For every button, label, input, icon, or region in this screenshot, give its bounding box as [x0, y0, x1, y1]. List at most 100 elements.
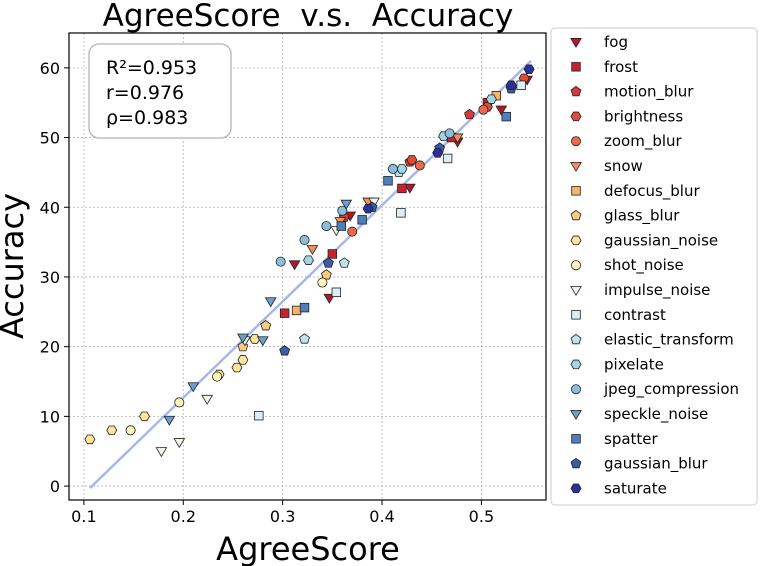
point-pixelate: [396, 164, 408, 174]
point-elastic-transform: [299, 333, 310, 344]
x-tick-label: 0.4: [369, 507, 394, 526]
point-jpeg-compression: [275, 256, 286, 267]
axis-ticks: 0.1 0.2 0.3 0.4 0.5 0 10 20 30 40 50 60: [40, 59, 494, 526]
legend-item-zoom-blur: zoom_blur: [571, 132, 683, 151]
legend-label-zoom-blur: zoom_blur: [604, 132, 683, 151]
point-snow: [451, 133, 464, 144]
point-shot-noise: [174, 397, 185, 408]
legend: fog frost motion_blur brightness zoom_blursn…: [550, 27, 758, 506]
point-jpeg-compression: [444, 128, 455, 139]
point-saturate: [432, 148, 444, 158]
point-defocus-blur: [291, 305, 302, 316]
x-tick-label: 0.5: [469, 507, 494, 526]
y-tick-label: 10: [40, 407, 60, 426]
legend-marker-spatter: [571, 434, 581, 444]
point-contrast: [254, 410, 264, 421]
legend-label-contrast: contrast: [604, 306, 666, 324]
point-shot-noise: [125, 425, 136, 436]
legend-item-gaussian-blur: gaussian_blur: [570, 455, 708, 474]
point-fog: [495, 105, 508, 116]
legend-item-shot-noise: shot_noise: [571, 256, 684, 275]
legend-marker-defocus-blur: [571, 186, 581, 196]
point-gaussian-noise: [106, 425, 118, 436]
legend-label-brightness: brightness: [604, 107, 683, 125]
point-gaussian-noise: [237, 355, 249, 365]
y-tick-label: 0: [50, 477, 60, 496]
legend-label-fog: fog: [604, 33, 628, 51]
legend-label-speckle-noise: speckle_noise: [604, 405, 708, 424]
y-tick-label: 50: [40, 129, 60, 148]
point-zoom-blur: [414, 160, 425, 171]
point-jpeg-compression: [387, 163, 398, 174]
legend-marker-frost: [571, 62, 581, 72]
legend-label-elastic-transform: elastic_transform: [604, 331, 734, 350]
point-zoom-blur: [478, 104, 489, 115]
legend-marker-zoom-blur: [571, 136, 582, 147]
fit-line: [88, 59, 532, 490]
point-saturate: [523, 64, 535, 74]
legend-item-gaussian-noise: gaussian_noise: [570, 231, 718, 250]
legend-item-pixelate: pixelate: [570, 355, 664, 373]
point-frost: [327, 249, 338, 259]
point-gaussian-blur: [322, 257, 334, 268]
point-spatter: [501, 111, 511, 122]
legend-marker-contrast: [571, 310, 581, 320]
legend-label-glass-blur: glass_blur: [604, 207, 680, 226]
y-tick-label: 60: [40, 59, 60, 78]
point-saturate: [505, 80, 517, 91]
point-impulse-noise: [201, 394, 214, 405]
point-impulse-noise: [155, 447, 168, 458]
point-pixelate: [485, 94, 497, 104]
stats-spearman-rho: ρ=0.983: [106, 107, 188, 129]
legend-item-saturate: saturate: [570, 479, 667, 497]
legend-item-glass-blur: glass_blur: [570, 207, 680, 226]
legend-label-pixelate: pixelate: [604, 355, 664, 373]
stats-box: R²=0.953 r=0.976 ρ=0.983: [88, 43, 232, 139]
legend-marker-fog: [570, 38, 582, 48]
point-elastic-transform: [338, 257, 350, 268]
point-speckle-noise: [237, 333, 249, 344]
point-snow: [306, 245, 319, 256]
point-brightness: [406, 155, 418, 165]
legend-label-snow: snow: [604, 157, 643, 175]
legend-marker-gaussian-noise: [570, 235, 582, 246]
point-speckle-noise: [256, 336, 269, 347]
point-contrast: [516, 80, 526, 90]
legend-item-frost: frost: [571, 58, 638, 76]
point-speckle-noise: [187, 382, 200, 393]
legend-marker-speckle-noise: [570, 409, 582, 420]
legend-frame: [550, 27, 758, 506]
legend-marker-saturate: [570, 483, 582, 494]
point-contrast: [442, 153, 453, 164]
x-tick-label: 0.1: [71, 507, 96, 526]
point-shot-noise: [317, 277, 328, 288]
point-gaussian-blur: [279, 345, 291, 356]
y-tick-label: 20: [40, 338, 60, 357]
legend-marker-elastic-transform: [570, 333, 582, 345]
plot-frame: [68, 32, 547, 501]
point-motion-blur: [464, 108, 475, 120]
legend-marker-pixelate: [570, 359, 582, 370]
legend-marker-snow: [570, 161, 582, 172]
point-brightness: [518, 73, 530, 84]
stats-pearson-r: r=0.976: [106, 82, 184, 104]
point-spatter: [383, 176, 393, 186]
legend-marker-glass-blur: [570, 209, 582, 221]
point-impulse-noise: [173, 438, 186, 449]
legend-label-saturate: saturate: [604, 479, 667, 497]
point-speckle-noise: [340, 199, 353, 210]
legend-item-motion-blur: motion_blur: [570, 83, 694, 102]
point-contrast: [331, 287, 342, 297]
point-spatter: [357, 215, 367, 225]
legend-item-snow: snow: [570, 157, 643, 175]
point-jpeg-compression: [337, 205, 348, 216]
legend-marker-shot-noise: [571, 260, 582, 271]
legend-item-defocus-blur: defocus_blur: [571, 182, 700, 201]
y-axis-title: Accuracy: [0, 193, 31, 339]
x-tick-label: 0.3: [270, 507, 295, 526]
point-zoom-blur: [347, 226, 358, 237]
stats-box-frame: [88, 43, 232, 139]
legend-label-jpeg-compression: jpeg_compression: [603, 380, 739, 399]
point-glass-blur: [260, 320, 272, 331]
